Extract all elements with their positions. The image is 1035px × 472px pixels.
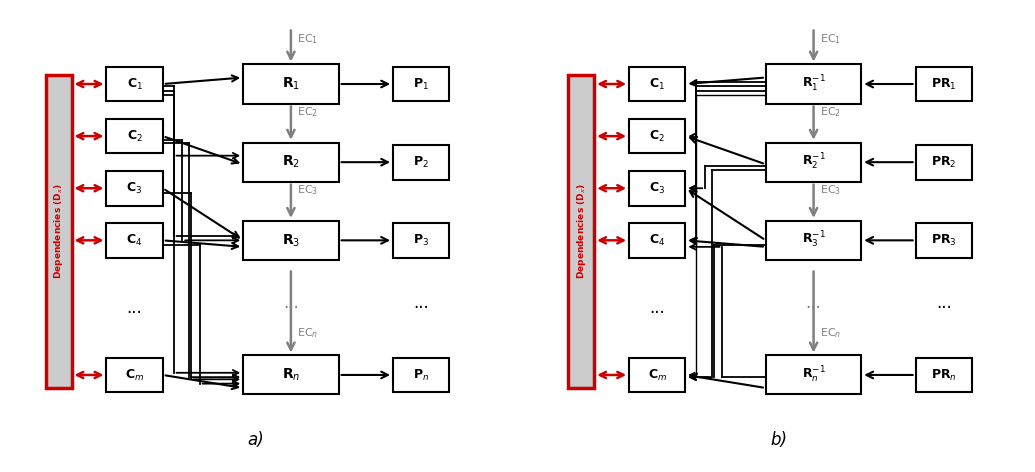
Text: R$_2^{-1}$: R$_2^{-1}$ <box>802 152 826 172</box>
Bar <box>916 358 972 392</box>
Bar <box>766 65 861 103</box>
Text: C$_2$: C$_2$ <box>649 128 666 143</box>
Text: ...: ... <box>649 299 666 317</box>
Bar <box>629 67 685 101</box>
Bar <box>766 355 861 395</box>
Text: EC$_3$: EC$_3$ <box>820 183 841 197</box>
Text: R$_3$: R$_3$ <box>282 232 300 249</box>
Text: PR$_1$: PR$_1$ <box>932 76 956 92</box>
Bar <box>568 76 594 388</box>
Text: C$_3$: C$_3$ <box>126 181 143 196</box>
Bar <box>916 223 972 258</box>
Bar <box>766 221 861 260</box>
Text: P$_3$: P$_3$ <box>413 233 430 248</box>
Text: C$_1$: C$_1$ <box>649 76 666 92</box>
Bar <box>629 119 685 153</box>
Text: C$_3$: C$_3$ <box>649 181 666 196</box>
Bar <box>393 223 449 258</box>
Bar <box>243 65 338 103</box>
Text: C$_2$: C$_2$ <box>126 128 143 143</box>
Text: PR$_n$: PR$_n$ <box>930 367 956 382</box>
Text: EC$_2$: EC$_2$ <box>820 105 841 119</box>
Bar <box>393 67 449 101</box>
Text: C$_4$: C$_4$ <box>126 233 143 248</box>
Text: Dependencies (D$_x$): Dependencies (D$_x$) <box>574 184 588 279</box>
Text: EC$_1$: EC$_1$ <box>820 32 841 46</box>
Text: EC$_n$: EC$_n$ <box>297 327 319 340</box>
Bar <box>243 143 338 182</box>
Text: C$_m$: C$_m$ <box>125 367 144 382</box>
Text: EC$_3$: EC$_3$ <box>297 183 319 197</box>
Bar <box>629 171 685 206</box>
Bar <box>243 355 338 395</box>
Text: R$_3^{-1}$: R$_3^{-1}$ <box>802 230 826 250</box>
Text: R$_2$: R$_2$ <box>282 154 300 170</box>
Text: P$_2$: P$_2$ <box>413 155 430 170</box>
Bar <box>46 76 71 388</box>
Text: C$_m$: C$_m$ <box>648 367 667 382</box>
Text: ...: ... <box>805 295 822 312</box>
Bar <box>766 143 861 182</box>
Text: PR$_2$: PR$_2$ <box>932 155 956 170</box>
Bar <box>916 67 972 101</box>
Text: EC$_2$: EC$_2$ <box>297 105 319 119</box>
Text: C$_4$: C$_4$ <box>649 233 666 248</box>
Text: a): a) <box>247 431 265 449</box>
Text: R$_n$: R$_n$ <box>282 367 300 383</box>
Bar <box>107 171 162 206</box>
Text: PR$_3$: PR$_3$ <box>930 233 956 248</box>
Text: ...: ... <box>126 299 143 317</box>
Bar <box>393 358 449 392</box>
Text: P$_1$: P$_1$ <box>413 76 430 92</box>
Bar <box>107 67 162 101</box>
Text: ...: ... <box>936 295 952 312</box>
Text: b): b) <box>770 431 788 449</box>
Bar <box>243 221 338 260</box>
Bar <box>916 145 972 179</box>
Text: ...: ... <box>413 295 430 312</box>
Text: R$_1$: R$_1$ <box>282 76 300 92</box>
Text: C$_1$: C$_1$ <box>126 76 143 92</box>
Bar <box>107 358 162 392</box>
Text: EC$_n$: EC$_n$ <box>820 327 841 340</box>
Bar <box>629 223 685 258</box>
Bar <box>107 223 162 258</box>
Text: EC$_1$: EC$_1$ <box>297 32 319 46</box>
Bar <box>107 119 162 153</box>
Text: R$_n^{-1}$: R$_n^{-1}$ <box>802 365 826 385</box>
Text: P$_n$: P$_n$ <box>413 367 430 382</box>
Bar <box>629 358 685 392</box>
Text: ...: ... <box>283 295 299 312</box>
Bar <box>393 145 449 179</box>
Text: Dependencies (D$_x$): Dependencies (D$_x$) <box>52 184 65 279</box>
Text: R$_1^{-1}$: R$_1^{-1}$ <box>802 74 826 94</box>
